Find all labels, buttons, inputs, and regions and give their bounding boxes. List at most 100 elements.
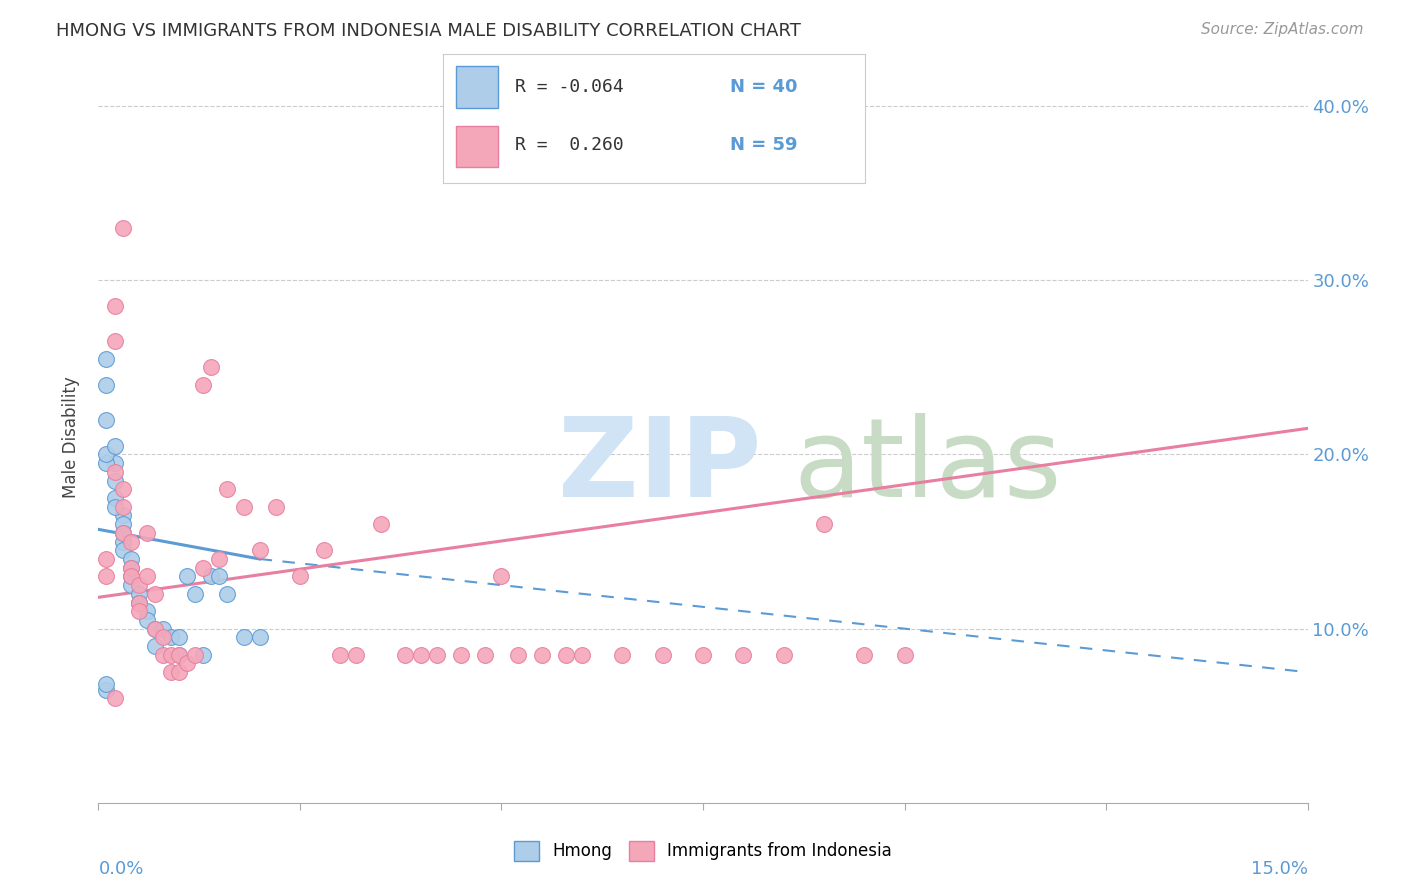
Point [160, 648, 183, 662]
Point [96, 456, 118, 470]
Point [128, 595, 150, 609]
Point [491, 569, 513, 583]
Point [200, 360, 222, 375]
Point [111, 517, 134, 532]
Point [96, 677, 118, 691]
Point [135, 569, 157, 583]
Point [184, 648, 207, 662]
Point [152, 622, 174, 636]
Point [128, 587, 150, 601]
Point [135, 525, 157, 540]
Point [111, 525, 134, 540]
Point [152, 631, 174, 645]
Point [264, 500, 287, 514]
Text: N = 40: N = 40 [730, 78, 797, 95]
Point [176, 657, 198, 671]
Point [103, 491, 125, 505]
Point [111, 525, 134, 540]
Point [249, 631, 271, 645]
Point [167, 631, 190, 645]
Point [370, 517, 392, 532]
Point [103, 334, 125, 349]
Text: N = 59: N = 59 [730, 136, 797, 153]
Point [135, 613, 157, 627]
Point [111, 543, 134, 558]
Point [176, 569, 198, 583]
Point [193, 377, 215, 392]
Point [120, 569, 142, 583]
Point [96, 569, 118, 583]
Point [651, 648, 673, 662]
Point [232, 631, 254, 645]
Point [111, 221, 134, 235]
Point [474, 648, 496, 662]
Point [167, 648, 190, 662]
Point [217, 483, 239, 497]
Point [128, 595, 150, 609]
Point [120, 534, 142, 549]
Point [217, 587, 239, 601]
FancyBboxPatch shape [456, 126, 498, 168]
Point [103, 691, 125, 706]
Text: Source: ZipAtlas.com: Source: ZipAtlas.com [1201, 22, 1364, 37]
Point [394, 648, 416, 662]
Point [232, 500, 254, 514]
Point [530, 648, 553, 662]
Point [111, 500, 134, 514]
Text: 0.0%: 0.0% [98, 860, 143, 879]
Point [555, 648, 578, 662]
Text: HMONG VS IMMIGRANTS FROM INDONESIA MALE DISABILITY CORRELATION CHART: HMONG VS IMMIGRANTS FROM INDONESIA MALE … [56, 22, 801, 40]
Point [249, 543, 271, 558]
Point [208, 552, 231, 566]
Point [450, 648, 472, 662]
Point [152, 648, 174, 662]
Point [733, 648, 755, 662]
Point [143, 587, 166, 601]
Point [772, 648, 794, 662]
Point [103, 300, 125, 314]
Point [96, 552, 118, 566]
Y-axis label: Male Disability: Male Disability [62, 376, 80, 498]
Point [111, 483, 134, 497]
Point [184, 587, 207, 601]
Point [143, 622, 166, 636]
Point [103, 439, 125, 453]
Text: 15.0%: 15.0% [1250, 860, 1308, 879]
Point [612, 648, 634, 662]
Point [571, 648, 593, 662]
Point [426, 648, 449, 662]
Point [193, 648, 215, 662]
Point [167, 665, 190, 680]
Point [409, 648, 432, 662]
Point [96, 351, 118, 366]
Point [103, 500, 125, 514]
Text: R =  0.260: R = 0.260 [515, 136, 623, 153]
Point [103, 456, 125, 470]
Point [208, 569, 231, 583]
Legend: Hmong, Immigrants from Indonesia: Hmong, Immigrants from Indonesia [508, 834, 898, 868]
Point [160, 631, 183, 645]
Point [111, 534, 134, 549]
Point [193, 560, 215, 574]
Text: R = -0.064: R = -0.064 [515, 78, 623, 95]
Point [128, 595, 150, 609]
Point [128, 604, 150, 618]
Text: atlas: atlas [793, 413, 1062, 520]
Point [329, 648, 352, 662]
Point [288, 569, 311, 583]
Point [96, 682, 118, 697]
Point [120, 560, 142, 574]
Point [344, 648, 367, 662]
Point [103, 465, 125, 479]
Point [135, 604, 157, 618]
Point [120, 569, 142, 583]
FancyBboxPatch shape [456, 67, 498, 108]
Point [692, 648, 714, 662]
Point [143, 622, 166, 636]
Point [200, 569, 222, 583]
Point [96, 412, 118, 426]
Point [160, 665, 183, 680]
Point [143, 639, 166, 653]
Point [120, 552, 142, 566]
Point [120, 560, 142, 574]
